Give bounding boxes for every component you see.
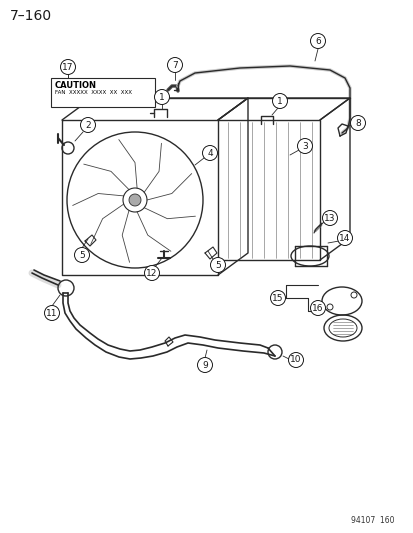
Circle shape [310, 301, 325, 316]
Circle shape [288, 352, 303, 367]
Circle shape [297, 139, 312, 154]
Circle shape [202, 146, 217, 160]
Circle shape [74, 247, 89, 262]
Text: 6: 6 [314, 36, 320, 45]
Text: 7: 7 [172, 61, 178, 69]
Circle shape [322, 211, 337, 225]
Text: 11: 11 [46, 309, 57, 318]
Text: 7–160: 7–160 [10, 9, 52, 23]
Circle shape [350, 116, 365, 131]
Circle shape [167, 58, 182, 72]
Circle shape [197, 358, 212, 373]
Circle shape [337, 230, 351, 246]
Text: 3: 3 [301, 141, 307, 150]
Text: 14: 14 [339, 233, 350, 243]
Text: 5: 5 [79, 251, 85, 260]
Circle shape [80, 117, 95, 133]
Text: 8: 8 [354, 118, 360, 127]
Text: 94107  160: 94107 160 [351, 516, 394, 525]
Text: 4: 4 [206, 149, 212, 157]
Circle shape [144, 265, 159, 280]
Text: 5: 5 [215, 261, 221, 270]
Text: CAUTION: CAUTION [55, 81, 97, 90]
Text: 1: 1 [276, 96, 282, 106]
Text: 16: 16 [311, 303, 323, 312]
Text: 1: 1 [159, 93, 164, 101]
Text: 17: 17 [62, 62, 74, 71]
Text: 15: 15 [272, 294, 283, 303]
Text: 12: 12 [146, 269, 157, 278]
FancyBboxPatch shape [51, 77, 155, 107]
Circle shape [129, 194, 141, 206]
Text: 2: 2 [85, 120, 90, 130]
Text: 9: 9 [202, 360, 207, 369]
Circle shape [60, 60, 75, 75]
Circle shape [44, 305, 59, 320]
Circle shape [210, 257, 225, 272]
Circle shape [270, 290, 285, 305]
Text: 13: 13 [323, 214, 335, 222]
Circle shape [272, 93, 287, 109]
Text: 10: 10 [290, 356, 301, 365]
Text: FAN  XXXXX  XXXX  XX  XXX: FAN XXXXX XXXX XX XXX [55, 90, 132, 95]
Circle shape [154, 90, 169, 104]
Circle shape [310, 34, 325, 49]
